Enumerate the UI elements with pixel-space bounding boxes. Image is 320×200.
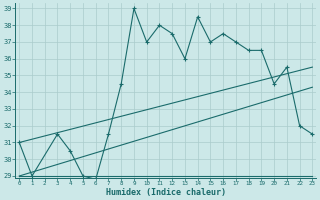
X-axis label: Humidex (Indice chaleur): Humidex (Indice chaleur)	[106, 188, 226, 197]
